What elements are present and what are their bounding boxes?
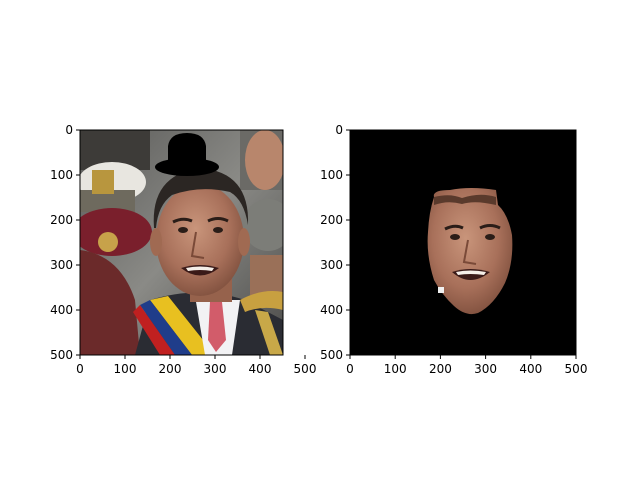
right-x-tick-label: 300	[474, 362, 497, 376]
left-y-tick-label: 500	[50, 348, 73, 362]
left-x-axis: 0 100 200 300 400 500	[76, 355, 316, 376]
left-x-tick-label: 100	[114, 362, 137, 376]
right-x-tick-label: 0	[346, 362, 354, 376]
right-axes-frame	[349, 129, 577, 356]
right-y-tick-label: 100	[320, 168, 343, 182]
right-y-tick-label: 0	[335, 123, 343, 137]
left-x-tick-label: 0	[76, 362, 84, 376]
left-y-tick-label: 0	[65, 123, 73, 137]
left-image-panel: 0 100 200 300 400 500 0 100 200 300 400 500	[50, 123, 316, 376]
left-y-tick-label: 100	[50, 168, 73, 182]
right-x-tick-label: 200	[429, 362, 452, 376]
left-x-tick-label: 500	[294, 362, 317, 376]
right-y-tick-label: 300	[320, 258, 343, 272]
left-x-tick-label: 400	[249, 362, 272, 376]
left-x-tick-label: 200	[159, 362, 182, 376]
left-y-tick-label: 200	[50, 213, 73, 227]
right-y-tick-label: 500	[320, 348, 343, 362]
segmented-face-image	[350, 130, 576, 355]
left-y-tick-label: 300	[50, 258, 73, 272]
bowler-hat-crown	[168, 133, 206, 165]
right-x-tick-label: 100	[384, 362, 407, 376]
right-image-panel: 0 100 200 300 400 500 0 100 200 300 400 500	[320, 123, 587, 376]
left-y-axis: 0 100 200 300 400 500	[50, 123, 80, 362]
right-y-tick-label: 400	[320, 303, 343, 317]
right-y-tick-label: 200	[320, 213, 343, 227]
right-x-tick-label: 500	[565, 362, 588, 376]
left-y-tick-label: 400	[50, 303, 73, 317]
right-x-tick-label: 400	[519, 362, 542, 376]
portrait-photo	[80, 130, 283, 355]
left-x-tick-label: 300	[204, 362, 227, 376]
left-axes-frame	[79, 129, 284, 356]
right-y-axis: 0 100 200 300 400 500	[320, 123, 350, 362]
right-x-axis: 0 100 200 300 400 500	[346, 355, 587, 376]
